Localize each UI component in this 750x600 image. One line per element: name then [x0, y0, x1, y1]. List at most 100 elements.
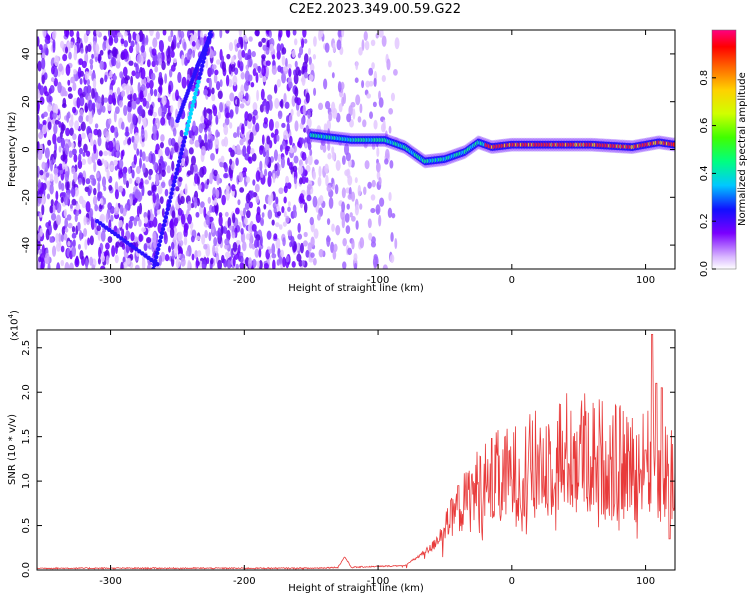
spectrogram-noise-cell: [215, 188, 220, 199]
spectrogram-noise-cell: [171, 160, 175, 172]
spectrogram-noise-cell: [280, 156, 285, 169]
spectrogram-noise-cell: [388, 125, 392, 134]
spectrogram-noise-cell: [277, 211, 282, 217]
spectrogram-noise-cell: [64, 217, 69, 229]
spectrogram-noise-cell: [177, 98, 181, 110]
spectrogram-noise-cell: [285, 30, 290, 38]
spectrogram-noise-cell: [295, 66, 301, 76]
spectrogram-noise-cell: [197, 250, 202, 258]
spectrogram-noise-cell: [119, 71, 124, 79]
spectrogram-noise-cell: [249, 131, 254, 143]
spectrogram-noise-cell: [200, 122, 206, 130]
spectrogram-noise-cell: [281, 55, 286, 66]
spectrogram-noise-cell: [229, 92, 235, 102]
spectrogram-noise-cell: [297, 140, 301, 148]
spectrogram-y-axis-label: Frequency (Hz): [7, 111, 18, 187]
track-point: [203, 47, 209, 53]
spectrogram-noise-cell: [265, 46, 270, 55]
spectrogram-noise-cell: [275, 222, 280, 228]
spectrogram-noise-cell: [183, 41, 187, 51]
spectrogram-noise-cell: [81, 158, 87, 166]
spectrogram-noise-cell: [319, 30, 324, 38]
spectrogram-noise-cell: [85, 257, 89, 269]
track-point: [153, 258, 158, 264]
spectrogram-noise-cell: [277, 153, 282, 163]
spectrogram-noise-cell: [384, 148, 390, 160]
ridge-core: [672, 142, 675, 147]
spectrogram-noise-cell: [269, 43, 274, 52]
spectrogram-noise-cell: [63, 196, 69, 206]
spectrogram-noise-cell: [343, 92, 347, 105]
spectrogram-noise-cell: [312, 54, 317, 60]
spectrogram-noise-cell: [148, 152, 152, 163]
spectrogram-noise-cell: [203, 107, 207, 119]
spectrogram-noise-cell: [59, 40, 65, 49]
track-point: [181, 139, 187, 144]
track-point: [200, 63, 205, 69]
spectrogram-noise-cell: [77, 140, 82, 148]
spectrogram-noise-cell: [232, 255, 236, 267]
spectrogram-noise-cell: [81, 60, 87, 69]
track-point: [206, 35, 212, 41]
spectrogram-noise-cell: [308, 74, 314, 82]
spectrogram-noise-cell: [337, 81, 342, 93]
spectrogram-noise-cell: [140, 128, 145, 139]
spectrogram-noise-cell: [160, 181, 166, 189]
spectrogram-noise-cell: [251, 51, 256, 58]
spectrogram-noise-cell: [235, 207, 240, 215]
spectrogram-noise-cell: [117, 32, 122, 38]
spectrogram-x-tick-label: -100: [367, 275, 390, 286]
spectrogram-noise-cell: [224, 211, 229, 217]
spectrogram-noise-cell: [135, 189, 141, 200]
spectrogram-noise-cell: [128, 85, 133, 92]
spectrogram-noise-cell: [251, 152, 257, 162]
spectrogram-noise-cell: [346, 113, 352, 123]
spectrogram-noise-cell: [238, 255, 244, 263]
spectrogram-noise-cell: [51, 213, 57, 221]
spectrogram-noise-cell: [155, 173, 160, 186]
spectrogram-noise-cell: [359, 203, 363, 210]
spectrogram-noise-cell: [341, 155, 346, 165]
spectrogram-noise-cell: [357, 116, 362, 123]
spectrogram-noise-cell: [93, 161, 97, 173]
spectrogram-noise-cell: [208, 112, 213, 122]
spectrogram-noise-cell: [95, 172, 100, 179]
spectrogram-noise-cell: [64, 46, 69, 54]
snr-y-tick-label: 0.5: [21, 518, 32, 534]
spectrogram-noise-cell: [237, 199, 241, 206]
spectrogram-noise-cell: [342, 238, 347, 247]
spectrogram-noise-cell: [161, 160, 165, 169]
track-point: [204, 43, 210, 49]
spectrogram-noise-cell: [47, 121, 52, 131]
spectrogram-noise-cell: [274, 120, 280, 129]
spectrogram-noise-cell: [273, 233, 278, 240]
spectrogram-noise-cell: [113, 159, 118, 166]
spectrogram-noise-cell: [77, 177, 83, 185]
spectrogram-noise-cell: [181, 54, 185, 66]
track-point: [193, 91, 198, 96]
spectrogram-noise-cell: [264, 168, 268, 177]
spectrogram-noise-cell: [341, 30, 345, 38]
spectrogram-noise-cell: [111, 57, 117, 67]
track-point: [198, 71, 203, 77]
spectrogram-noise-cell: [259, 145, 264, 155]
spectrogram-noise-cell: [41, 57, 46, 70]
spectrogram-noise-cell: [332, 42, 336, 53]
snr-y-tick-label: 2.5: [21, 340, 32, 356]
chart-title: C2E2.2023.349.00.59.G22: [288, 2, 462, 17]
spectrogram-noise-cell: [52, 133, 57, 145]
spectrogram-noise-cell: [327, 152, 332, 160]
spectrogram-noise-cell: [187, 259, 191, 269]
spectrogram-noise-cell: [60, 196, 64, 204]
spectrogram-noise-cell: [211, 64, 217, 70]
spectrogram-noise-cell: [137, 81, 141, 94]
spectrogram-noise-cell: [203, 89, 209, 96]
spectrogram-noise-cell: [53, 149, 57, 160]
spectrogram-noise-cell: [39, 85, 45, 96]
spectrogram-y-tick-label: 20: [21, 95, 32, 108]
spectrogram-noise-cell: [382, 119, 386, 131]
track-point: [191, 99, 196, 104]
spectrogram-noise-cell: [66, 112, 70, 123]
spectrogram-noise-cell: [186, 215, 192, 222]
track-point: [187, 115, 192, 120]
